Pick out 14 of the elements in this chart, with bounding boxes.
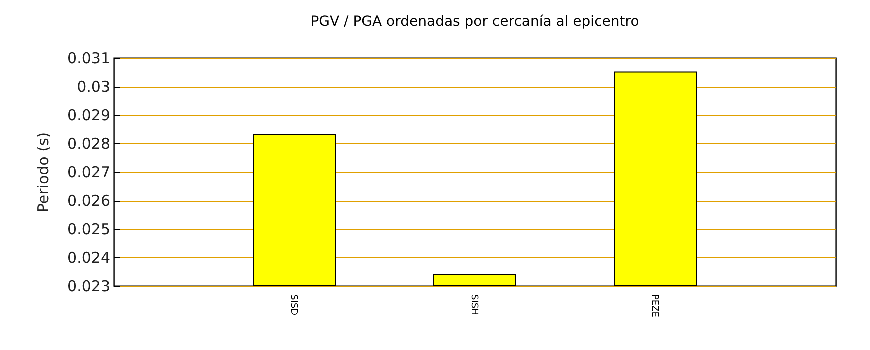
y-tick-label: 0.03	[77, 78, 110, 96]
x-tick-label: PEZE	[650, 294, 660, 318]
y-tick-label: 0.023	[68, 278, 110, 296]
y-tick-label: 0.025	[68, 220, 110, 238]
y-tick-label: 0.028	[68, 135, 110, 153]
y-tick-label: 0.029	[68, 106, 110, 124]
chart-title: PGV / PGA ordenadas por cercanía al epicentro	[310, 14, 640, 30]
y-tick-label: 0.031	[68, 50, 110, 68]
y-axis-title: Periodo (s)	[34, 132, 53, 213]
x-tick-label: SISH	[469, 294, 479, 316]
y-tick-label: 0.024	[68, 249, 110, 267]
y-tick-label: 0.026	[68, 192, 110, 210]
y-tick-label: 0.027	[68, 164, 110, 182]
x-tick-label: SISD	[288, 294, 298, 316]
